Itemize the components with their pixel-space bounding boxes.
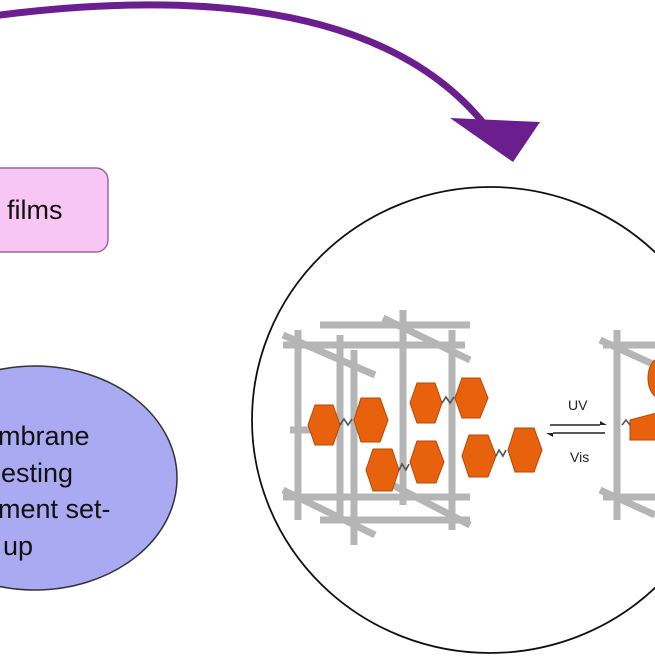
cis-molecule-block (629, 412, 655, 441)
films-box-shape (0, 167, 109, 253)
molecules-trans (307, 377, 543, 492)
films-box-label: films (7, 195, 63, 225)
hexagon-molecule (353, 397, 389, 443)
azo-linker-cis (621, 418, 631, 426)
ellipse-text-line3: ment set- (0, 494, 111, 524)
hexagon-molecule (507, 427, 543, 473)
ellipse-text-line1: mbrane (0, 421, 90, 451)
hexagon-molecule (409, 382, 443, 424)
forward-arrow-head (600, 421, 607, 425)
framework-lattice-right (598, 330, 655, 520)
azo-linkers (339, 395, 507, 472)
membrane-testing-ellipse: mbrane esting ment set- up (0, 365, 178, 591)
uv-label: UV (568, 397, 588, 413)
hexagon-molecule (461, 434, 497, 478)
vis-label: Vis (570, 449, 589, 465)
membrane-testing-ellipse-shape (0, 365, 178, 591)
process-arrow-curve (0, 1, 489, 129)
process-arrow (0, 1, 540, 162)
films-box: films (0, 167, 109, 253)
process-arrow-head (450, 118, 540, 162)
reverse-arrow-head (546, 433, 553, 437)
hexagon-molecule (307, 404, 341, 446)
molecules-cis (629, 359, 655, 441)
ellipse-text-line4: up (3, 531, 33, 561)
hexagon-molecule (454, 377, 489, 419)
hexagon-molecule (409, 440, 445, 484)
equilibrium-arrows: UV Vis (546, 397, 607, 465)
ellipse-text-line2: esting (1, 458, 73, 488)
hexagon-molecule (365, 448, 400, 492)
hexagon-molecule (647, 359, 655, 397)
